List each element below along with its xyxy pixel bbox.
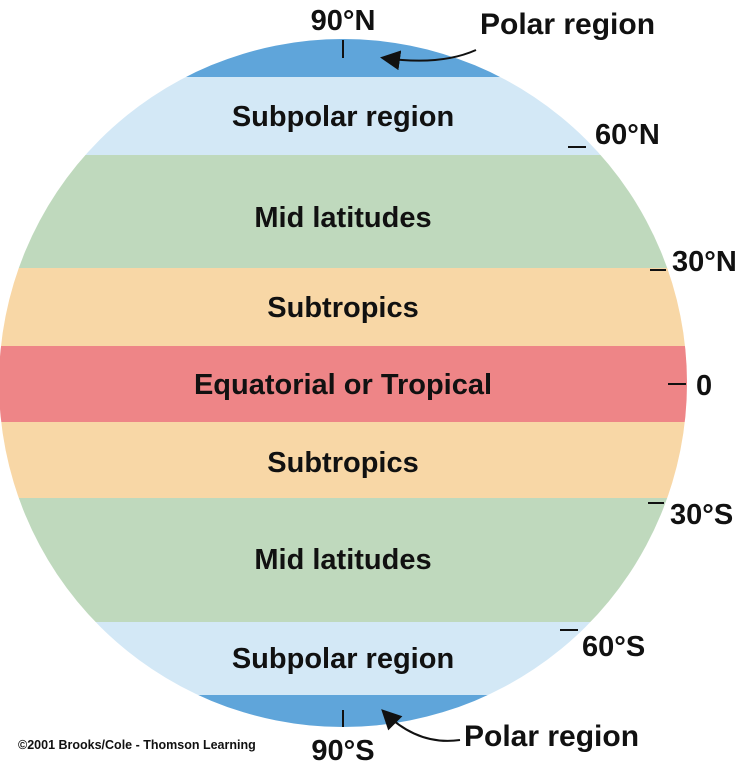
label-90s: 90°S <box>311 735 374 767</box>
label-60s: 60°S <box>582 631 645 663</box>
zone-label-north-subtropics: Subtropics <box>267 292 418 324</box>
zone-label-south-subpolar: Subpolar region <box>232 643 454 675</box>
zone-label-north-subpolar: Subpolar region <box>232 101 454 133</box>
callout-north-polar-region: Polar region <box>480 8 655 41</box>
zone-band-north-polar <box>0 39 687 77</box>
label-30n: 30°N <box>672 246 737 278</box>
copyright-notice: ©2001 Brooks/Cole - Thomson Learning <box>18 738 256 752</box>
zone-label-south-mid-latitudes: Mid latitudes <box>254 544 431 576</box>
zone-band-south-mid-latitudes <box>0 498 687 622</box>
label-90n: 90°N <box>311 5 376 37</box>
zone-band-south-subtropics <box>0 422 687 498</box>
zone-band-north-subtropics <box>0 268 687 346</box>
zone-band-north-mid-latitudes <box>0 155 687 268</box>
zone-label-south-subtropics: Subtropics <box>267 447 418 479</box>
callout-south-arrow <box>381 709 461 742</box>
zone-label-equatorial: Equatorial or Tropical <box>194 369 492 401</box>
zone-label-north-mid-latitudes: Mid latitudes <box>254 202 431 234</box>
zone-band-equatorial <box>0 346 687 422</box>
label-60n: 60°N <box>595 119 660 151</box>
callout-south-polar-region: Polar region <box>464 720 639 753</box>
label-30s: 30°S <box>670 499 733 531</box>
callout-north-arrow <box>380 49 477 71</box>
label-equator: 0 <box>696 370 712 402</box>
